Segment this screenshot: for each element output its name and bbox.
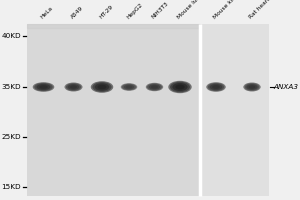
Ellipse shape xyxy=(91,81,113,93)
Ellipse shape xyxy=(212,85,220,89)
Ellipse shape xyxy=(246,84,258,90)
Ellipse shape xyxy=(92,82,112,92)
Ellipse shape xyxy=(172,83,188,91)
Bar xyxy=(200,24,268,196)
Text: 40KD: 40KD xyxy=(2,33,21,39)
Text: 25KD: 25KD xyxy=(2,134,21,140)
Ellipse shape xyxy=(248,85,256,89)
Ellipse shape xyxy=(39,85,48,89)
Ellipse shape xyxy=(170,82,190,92)
Text: Mouse lung: Mouse lung xyxy=(176,0,204,20)
Text: HeLa: HeLa xyxy=(40,6,54,20)
Ellipse shape xyxy=(37,84,50,90)
Text: A549: A549 xyxy=(70,6,84,20)
Ellipse shape xyxy=(146,83,163,91)
Text: HepG2: HepG2 xyxy=(125,2,143,20)
Ellipse shape xyxy=(149,84,160,90)
Text: NIH3T3: NIH3T3 xyxy=(151,1,170,20)
Text: 15KD: 15KD xyxy=(2,184,21,190)
Ellipse shape xyxy=(98,85,106,89)
Text: ANXA3: ANXA3 xyxy=(273,84,298,90)
Text: Mouse kidney: Mouse kidney xyxy=(212,0,245,20)
Ellipse shape xyxy=(34,83,53,91)
Ellipse shape xyxy=(64,83,82,92)
Ellipse shape xyxy=(244,83,260,91)
Ellipse shape xyxy=(243,83,261,92)
Ellipse shape xyxy=(33,82,54,92)
Ellipse shape xyxy=(151,85,158,89)
Ellipse shape xyxy=(168,81,192,93)
Text: 35KD: 35KD xyxy=(2,84,21,90)
Text: Rat heart: Rat heart xyxy=(248,0,272,20)
Ellipse shape xyxy=(70,85,77,89)
Ellipse shape xyxy=(95,83,109,91)
Ellipse shape xyxy=(206,82,226,92)
Ellipse shape xyxy=(66,83,81,91)
Bar xyxy=(27,24,200,196)
Ellipse shape xyxy=(122,84,136,90)
Ellipse shape xyxy=(147,83,162,91)
Ellipse shape xyxy=(126,85,132,89)
Ellipse shape xyxy=(124,85,134,89)
Ellipse shape xyxy=(121,83,137,91)
Ellipse shape xyxy=(175,85,185,89)
Ellipse shape xyxy=(68,84,79,90)
Ellipse shape xyxy=(210,84,222,90)
Text: HT-29: HT-29 xyxy=(98,4,114,20)
Ellipse shape xyxy=(208,83,224,91)
